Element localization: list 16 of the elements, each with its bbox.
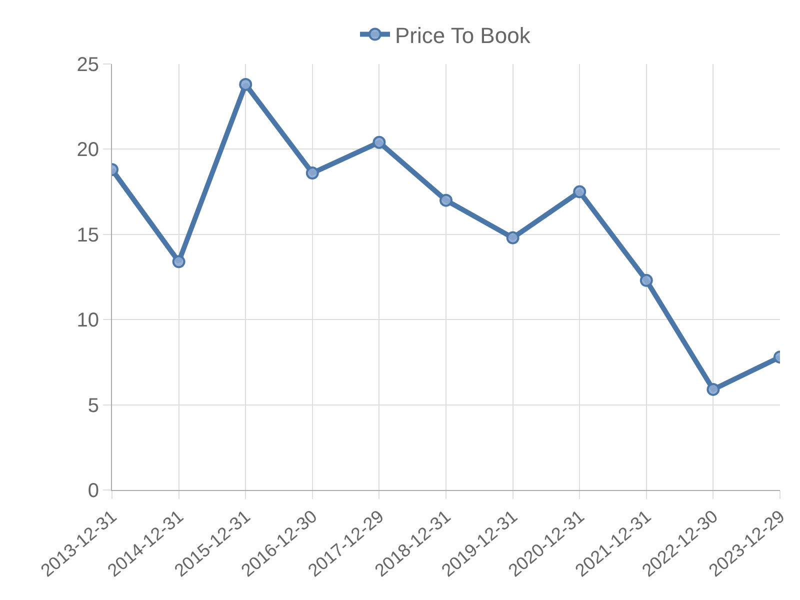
y-tick-label: 0 [88, 480, 99, 502]
point [306, 166, 319, 180]
point [706, 382, 720, 396]
point [372, 136, 386, 149]
y-tick-label: 20 [76, 139, 99, 162]
point [239, 78, 252, 91]
legend-label: Price To Book [395, 22, 532, 48]
y-tick-label: 25 [76, 54, 99, 76]
y-tick-label: 10 [76, 310, 99, 332]
point [506, 231, 520, 244]
y-tick-label: 15 [76, 224, 99, 246]
point [573, 185, 586, 198]
point [172, 255, 186, 268]
point [640, 274, 653, 287]
point [440, 194, 452, 207]
y-tick-label: 5 [88, 394, 99, 417]
